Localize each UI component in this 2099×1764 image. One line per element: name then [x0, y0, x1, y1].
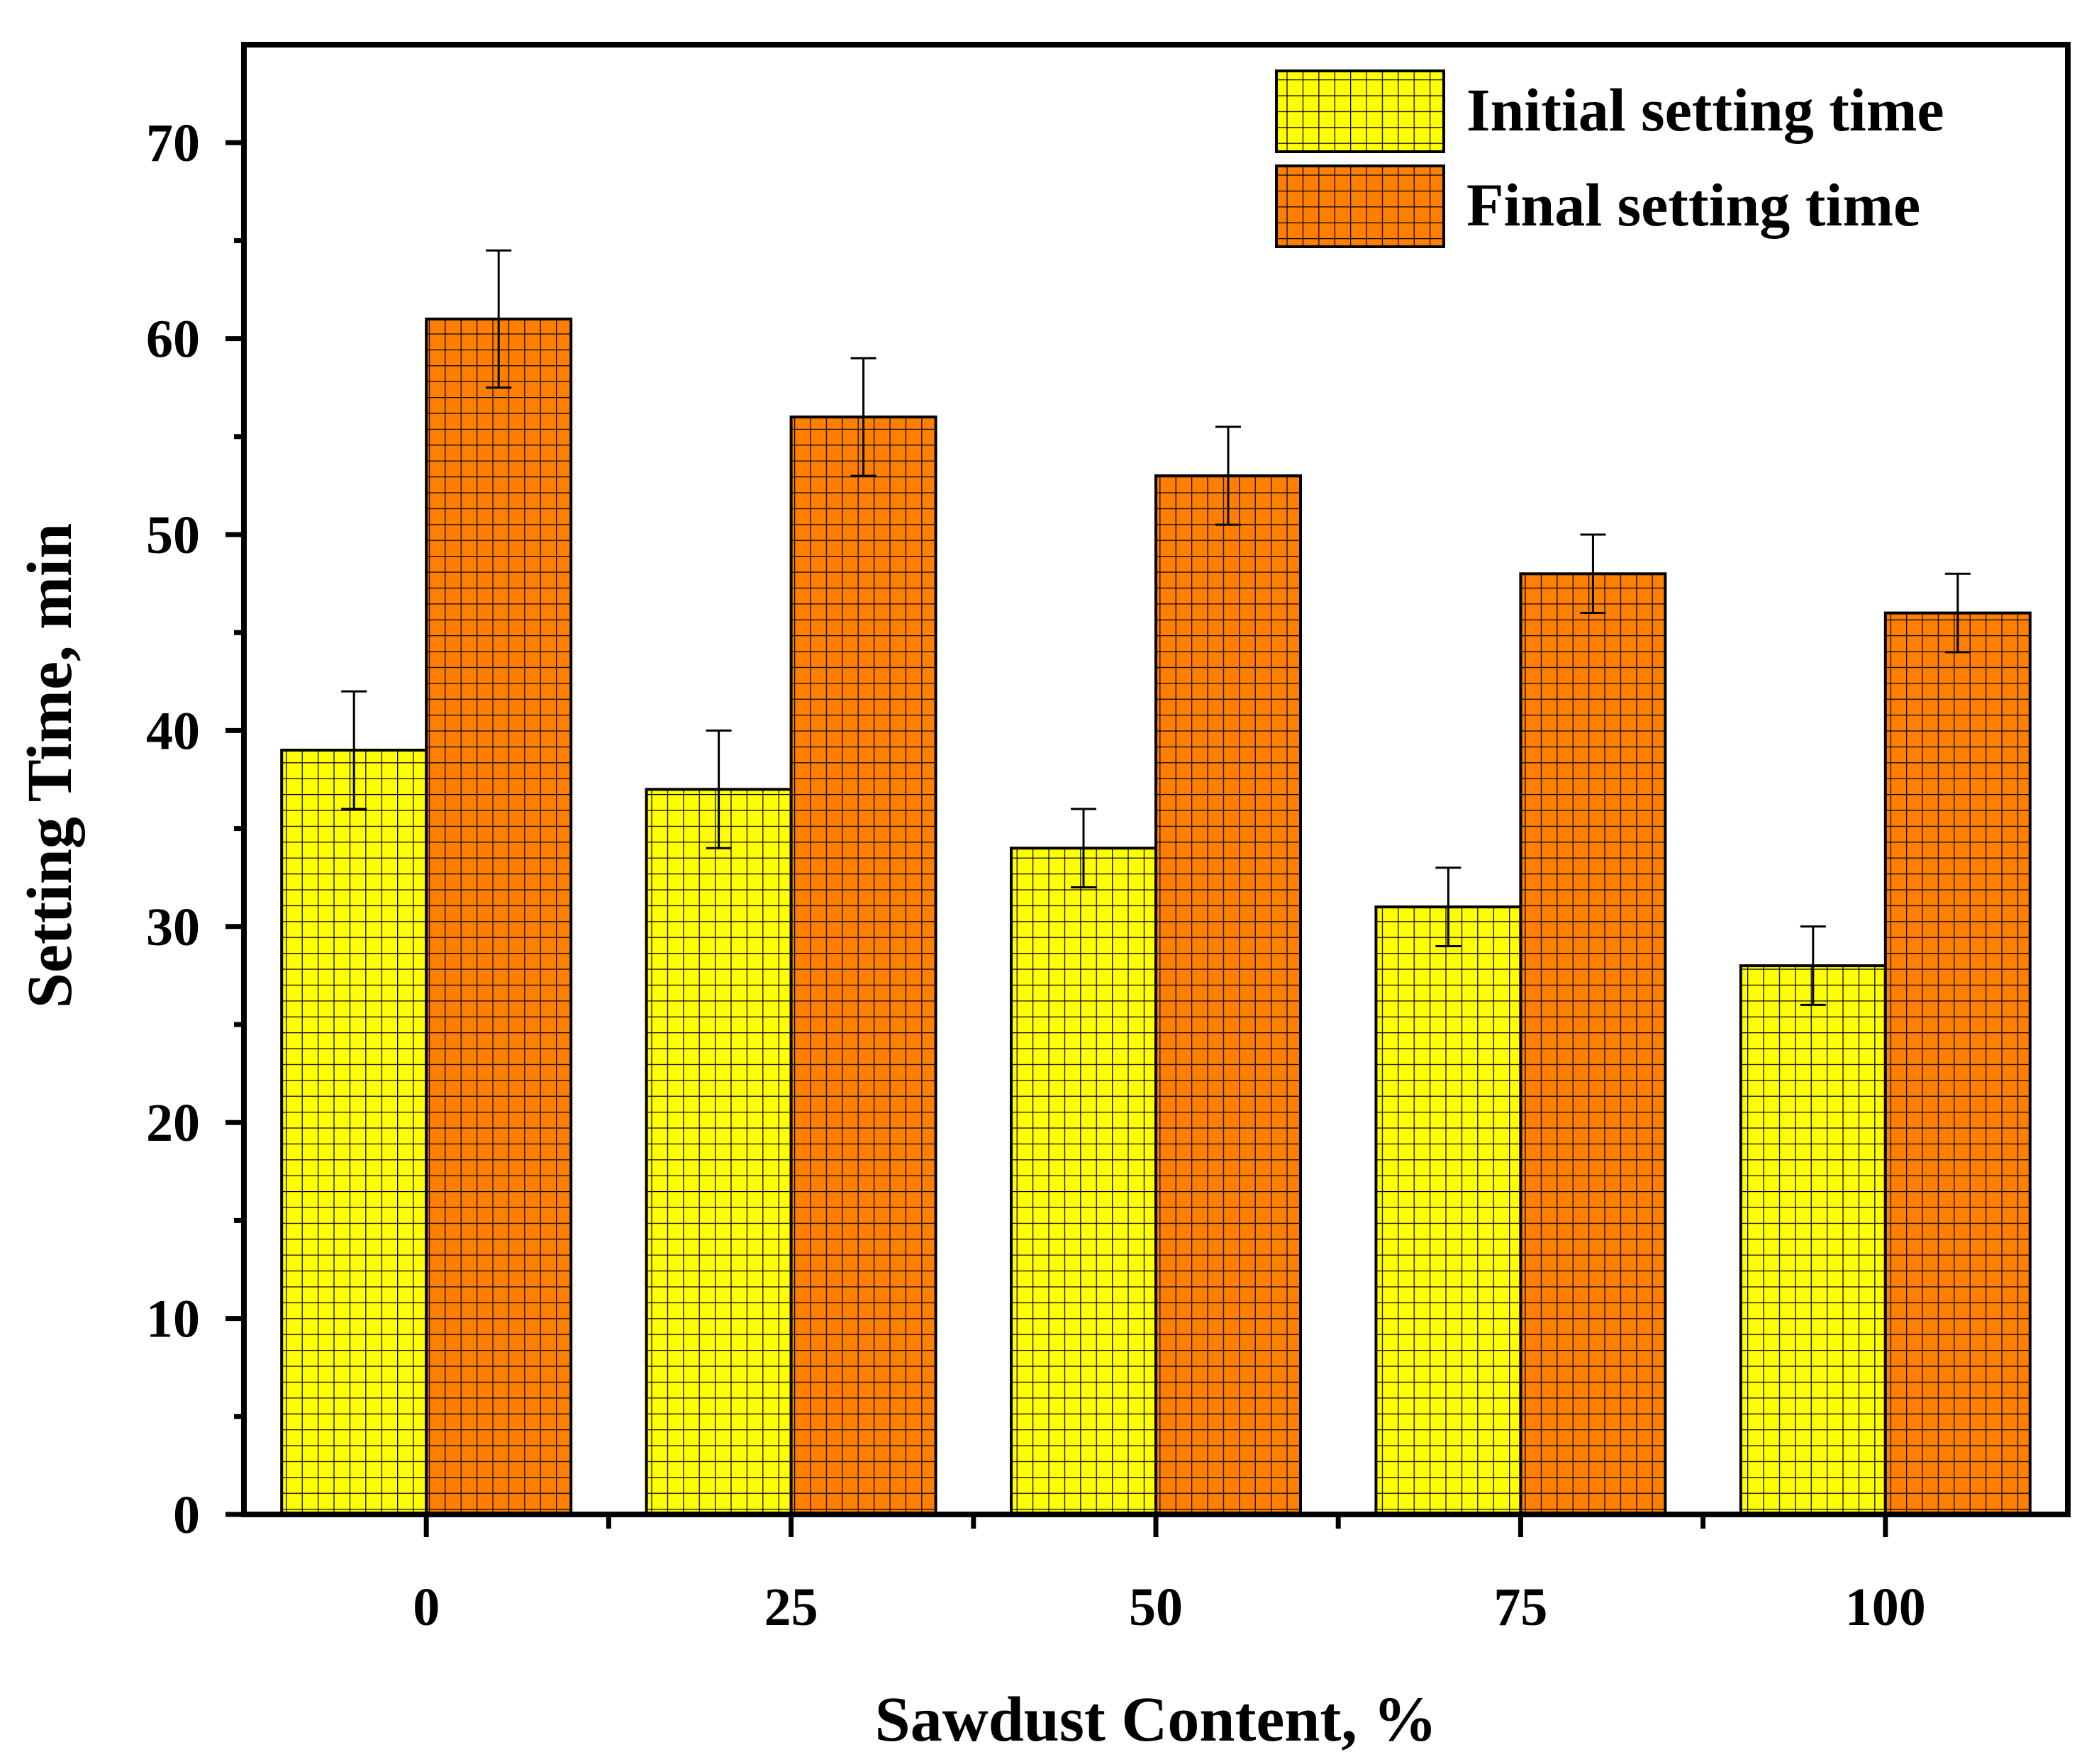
y-tick-label-20: 20 [146, 1093, 200, 1153]
y-axis: 0 10 20 30 40 50 60 70 [146, 113, 244, 1545]
y-axis-title: Setting Time, min [15, 523, 85, 1008]
y-tick-label-0: 0 [173, 1485, 200, 1545]
bars-layer [280, 317, 2032, 1517]
bar-initial-0-outline [280, 749, 428, 1516]
y-tick-label-60: 60 [146, 310, 200, 369]
y-tick-label-30: 30 [146, 898, 200, 957]
y-tick-label-10: 10 [146, 1290, 200, 1349]
bar-final-0-outline [425, 317, 573, 1517]
y-tick-label-40: 40 [146, 701, 200, 761]
legend: Initial setting time Final setting time [1275, 69, 1944, 248]
legend-label-initial: Initial setting time [1466, 76, 1944, 144]
x-tick-label-0: 0 [413, 1578, 440, 1637]
bar-final-50-outline [1154, 474, 1302, 1517]
bar-initial-100-outline [1739, 964, 1887, 1516]
y-tick-label-70: 70 [146, 113, 200, 173]
y-tick-label-50: 50 [146, 506, 200, 565]
legend-swatch-initial-outline [1275, 69, 1445, 153]
x-axis: 0 25 50 75 100 [413, 1514, 1926, 1637]
x-tick-label-25: 25 [764, 1578, 818, 1637]
x-tick-label-75: 75 [1493, 1578, 1547, 1637]
x-axis-title: Sawdust Content, % [875, 1685, 1437, 1755]
bar-initial-75-outline [1374, 905, 1522, 1517]
legend-label-final: Final setting time [1466, 171, 1920, 239]
bar-initial-25-outline [645, 788, 793, 1516]
bar-final-25-outline [789, 415, 937, 1516]
bar-final-75-outline [1519, 572, 1667, 1516]
x-tick-label-100: 100 [1845, 1578, 1926, 1637]
bar-final-100-outline [1883, 611, 2032, 1516]
error-bars-layer [341, 249, 1971, 1006]
legend-swatch-final-outline [1275, 164, 1445, 248]
bar-initial-50-outline [1010, 847, 1157, 1516]
x-tick-label-50: 50 [1129, 1578, 1183, 1637]
